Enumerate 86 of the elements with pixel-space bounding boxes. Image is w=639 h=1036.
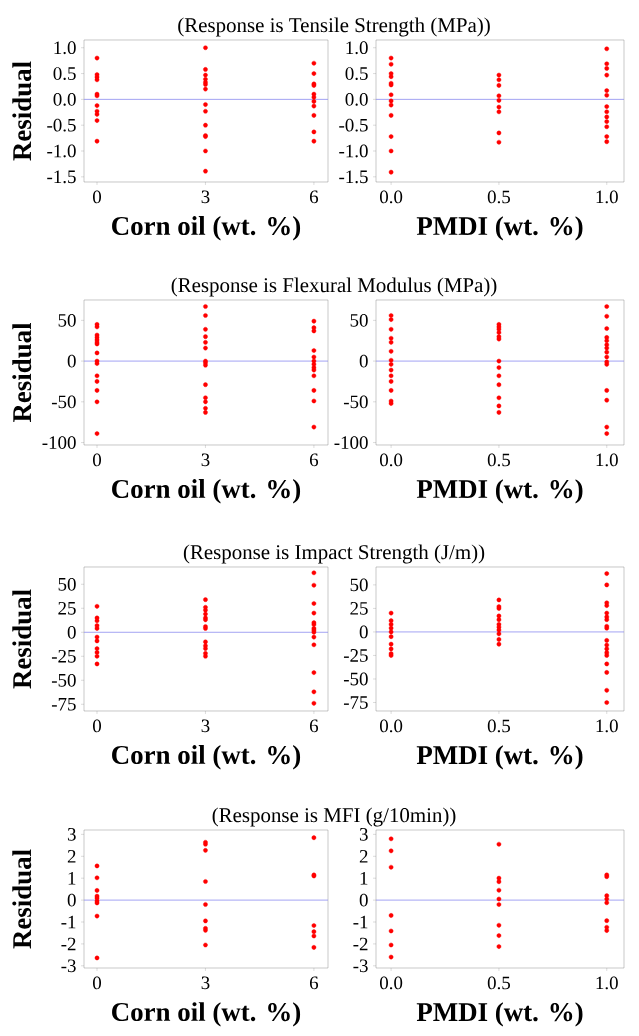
chart-title: (Response is MFI (g/10min)) bbox=[212, 807, 456, 827]
y-tick-label: -1 bbox=[353, 915, 368, 929]
x-tick-label: 0.0 bbox=[379, 719, 403, 733]
y-tick-label: 0 bbox=[359, 354, 368, 368]
chart-title: (Response is Flexural Modulus (MPa)) bbox=[171, 277, 497, 297]
x-axis-title: Corn oil (wt. %) bbox=[112, 479, 301, 504]
x-tick-label: 1.0 bbox=[596, 976, 618, 990]
x-axis-title: Corn oil (wt. %) bbox=[112, 745, 301, 770]
y-tick-label: 50 bbox=[58, 313, 76, 327]
y-tick-label: -100 bbox=[42, 436, 76, 449]
x-tick-label: 1.0 bbox=[596, 719, 618, 733]
y-tick-label: 0 bbox=[359, 893, 368, 907]
y-tick-label: 50 bbox=[350, 578, 368, 592]
x-axis-title: PMDI (wt. %) bbox=[416, 1002, 583, 1027]
y-tick-label: -75 bbox=[343, 696, 368, 709]
y-tick-label: 1.0 bbox=[346, 41, 368, 55]
y-tick-label: -75 bbox=[51, 697, 76, 711]
y-tick-label: 0.0 bbox=[53, 92, 76, 106]
y-tick-label: 0 bbox=[67, 893, 76, 907]
y-tick-label: 0.0 bbox=[345, 92, 368, 106]
y-tick-label: 1 bbox=[360, 871, 368, 885]
y-tick-label: 3 bbox=[67, 828, 76, 841]
y-tick-label: 25 bbox=[350, 602, 368, 615]
y-tick-label: -25 bbox=[343, 649, 368, 662]
y-tick-label: 0 bbox=[67, 354, 76, 368]
x-tick-label: 0.5 bbox=[487, 719, 511, 733]
x-axis-title: PMDI (wt. %) bbox=[416, 479, 583, 504]
x-tick-label: 6 bbox=[309, 453, 319, 467]
y-tick-label: 0.5 bbox=[53, 67, 76, 80]
y-tick-label: -50 bbox=[343, 395, 368, 409]
y-axis-title: Residual bbox=[12, 322, 32, 423]
y-tick-label: -1.5 bbox=[47, 170, 76, 184]
y-tick-label: -1.0 bbox=[339, 144, 368, 158]
y-tick-label: -25 bbox=[51, 649, 76, 663]
x-tick-label: 0.0 bbox=[379, 453, 403, 467]
y-tick-label: 1.0 bbox=[54, 41, 76, 55]
x-tick-label: 3 bbox=[201, 190, 210, 204]
y-axis-title: Residual bbox=[12, 61, 32, 161]
y-tick-label: 50 bbox=[58, 577, 76, 591]
x-tick-label: 0.0 bbox=[379, 190, 403, 204]
x-tick-label: 0 bbox=[93, 719, 102, 733]
chart-title: (Response is Tensile Strength (MPa)) bbox=[178, 17, 490, 37]
y-tick-label: -0.5 bbox=[47, 118, 76, 132]
y-tick-label: 2 bbox=[67, 850, 76, 863]
x-tick-label: 1.0 bbox=[596, 190, 618, 204]
y-tick-label: -1 bbox=[61, 915, 76, 929]
y-tick-label: 25 bbox=[58, 601, 76, 615]
y-tick-label: 0.5 bbox=[345, 67, 368, 80]
y-tick-label: 0 bbox=[67, 625, 76, 639]
x-tick-label: 6 bbox=[309, 190, 319, 204]
x-tick-label: 1.0 bbox=[596, 453, 618, 467]
x-tick-label: 3 bbox=[201, 453, 210, 467]
x-tick-label: 6 bbox=[309, 719, 319, 733]
y-tick-label: 50 bbox=[350, 313, 368, 327]
y-tick-label: 2 bbox=[359, 850, 368, 863]
y-tick-label: -1.5 bbox=[339, 170, 368, 184]
x-tick-label: 3 bbox=[201, 719, 210, 733]
x-tick-label: 0.0 bbox=[379, 976, 403, 990]
y-tick-label: -1.0 bbox=[47, 144, 76, 158]
x-tick-label: 0 bbox=[93, 190, 102, 204]
y-tick-label: -100 bbox=[334, 436, 368, 449]
x-tick-label: 3 bbox=[201, 976, 210, 990]
y-tick-label: -50 bbox=[51, 673, 76, 687]
y-tick-label: -50 bbox=[343, 672, 368, 686]
y-tick-label: -0.5 bbox=[339, 118, 368, 132]
y-tick-label: 1 bbox=[68, 871, 76, 885]
x-tick-label: 6 bbox=[309, 976, 319, 990]
y-axis-title: Residual bbox=[12, 849, 32, 949]
x-tick-label: 0 bbox=[93, 976, 102, 990]
x-axis-title: Corn oil (wt. %) bbox=[112, 216, 301, 241]
x-axis-title: PMDI (wt. %) bbox=[416, 216, 583, 241]
x-tick-label: 0.5 bbox=[487, 453, 511, 467]
x-tick-label: 0 bbox=[93, 453, 102, 467]
y-tick-label: 0 bbox=[359, 625, 368, 639]
y-tick-label: -3 bbox=[353, 959, 368, 973]
x-tick-label: 0.5 bbox=[487, 976, 511, 990]
y-tick-label: -2 bbox=[353, 937, 368, 951]
chart-title: (Response is Impact Strength (J/m)) bbox=[183, 544, 485, 564]
y-tick-label: -3 bbox=[61, 959, 76, 973]
x-axis-title: PMDI (wt. %) bbox=[416, 745, 583, 770]
y-tick-label: -50 bbox=[51, 395, 76, 409]
y-axis-title: Residual bbox=[12, 589, 32, 689]
x-tick-label: 0.5 bbox=[487, 190, 511, 204]
y-tick-label: 3 bbox=[359, 828, 368, 841]
y-tick-label: -2 bbox=[61, 937, 76, 951]
x-axis-title: Corn oil (wt. %) bbox=[112, 1002, 301, 1027]
